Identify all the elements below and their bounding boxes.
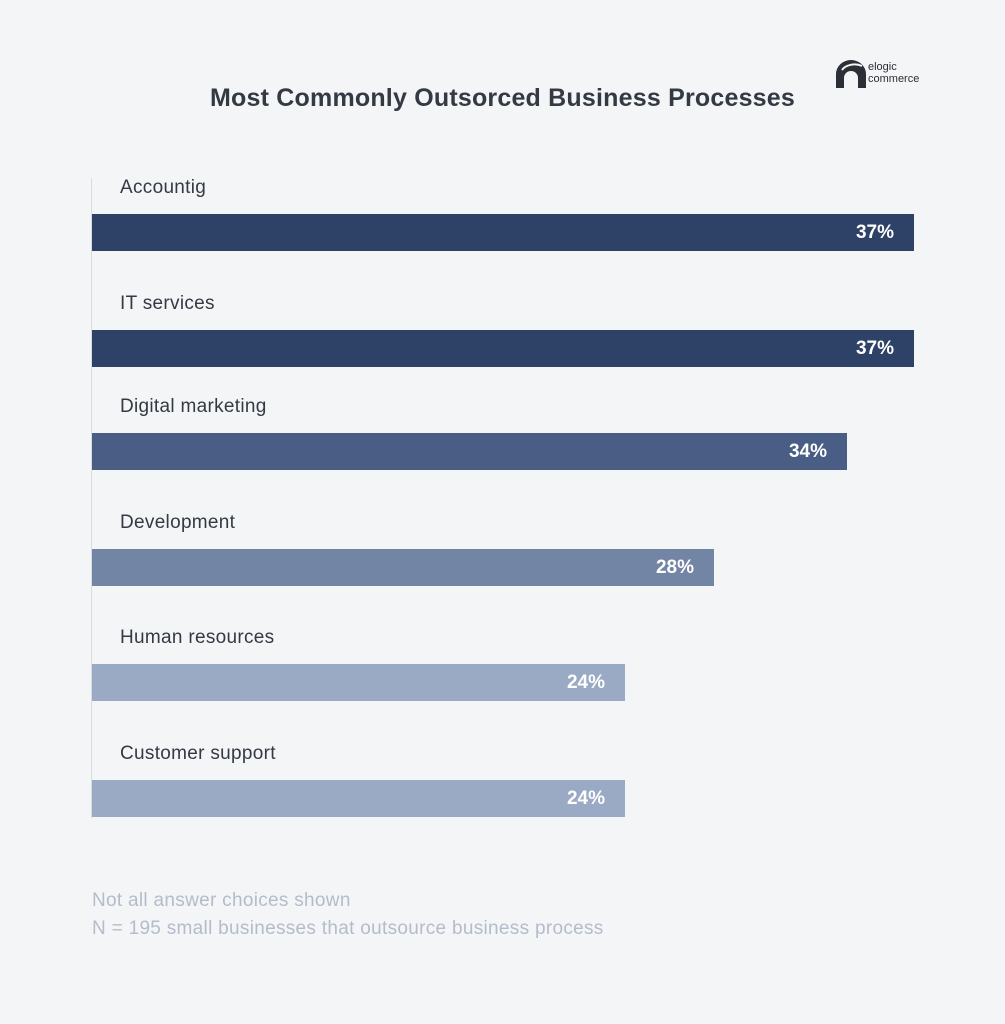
bar: 24% xyxy=(92,664,625,701)
y-axis-line xyxy=(91,178,92,818)
bar-label: IT services xyxy=(120,293,215,314)
bar-value-label: 37% xyxy=(855,338,894,359)
bar-value-label: 34% xyxy=(788,441,827,462)
bar: 37% xyxy=(92,330,914,367)
bar: 24% xyxy=(92,780,625,817)
bar-value-label: 24% xyxy=(566,788,605,809)
bar: 28% xyxy=(92,549,714,586)
bar-value-label: 24% xyxy=(566,672,605,693)
bar-value-label: 28% xyxy=(655,557,694,578)
elogic-arch-logo-icon xyxy=(836,60,866,88)
logo-text: elogic commerce xyxy=(868,61,920,85)
brand-logo: elogic commerce xyxy=(836,60,956,94)
footnote-sample-size: N = 195 small businesses that outsource … xyxy=(92,918,604,939)
bar-label: Customer support xyxy=(120,743,276,764)
bar-label: Development xyxy=(120,512,236,533)
chart-title: Most Commonly Outsorced Business Process… xyxy=(210,84,795,112)
bar-label: Accountig xyxy=(120,177,207,198)
bar: 37% xyxy=(92,214,914,251)
bar-value-label: 37% xyxy=(855,222,894,243)
bar-label: Digital marketing xyxy=(120,396,267,417)
footnote-answer-choices: Not all answer choices shown xyxy=(92,890,351,911)
bar-label: Human resources xyxy=(120,627,275,648)
bar: 34% xyxy=(92,433,847,470)
